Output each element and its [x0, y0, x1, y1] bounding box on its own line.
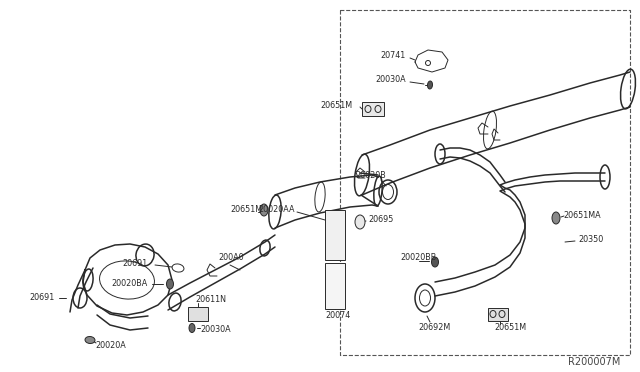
- Text: 20030A: 20030A: [375, 76, 406, 84]
- Ellipse shape: [85, 337, 95, 343]
- Text: 20692M: 20692M: [418, 324, 451, 333]
- Text: 20074: 20074: [325, 311, 350, 320]
- Text: 20691: 20691: [29, 294, 55, 302]
- Text: 20020B: 20020B: [355, 170, 386, 180]
- Text: 200A0: 200A0: [218, 253, 244, 263]
- Text: 20611N: 20611N: [195, 295, 226, 305]
- Text: R200007M: R200007M: [568, 357, 620, 367]
- Text: 20030A: 20030A: [200, 326, 230, 334]
- Bar: [325, 263, 345, 309]
- Ellipse shape: [189, 324, 195, 333]
- Text: 20350: 20350: [578, 235, 604, 244]
- Bar: [362, 102, 384, 116]
- Text: 20691: 20691: [123, 259, 148, 267]
- Text: 20020BB: 20020BB: [400, 253, 436, 263]
- Ellipse shape: [428, 81, 433, 89]
- Ellipse shape: [431, 257, 438, 267]
- Text: 20020A: 20020A: [95, 340, 125, 350]
- Ellipse shape: [166, 279, 173, 289]
- Text: 20020AA: 20020AA: [259, 205, 295, 215]
- Ellipse shape: [260, 204, 268, 216]
- Text: 20741: 20741: [380, 51, 405, 60]
- Text: 20695: 20695: [368, 215, 394, 224]
- Ellipse shape: [355, 215, 365, 229]
- Text: 20651M: 20651M: [320, 100, 352, 109]
- Bar: [488, 308, 508, 321]
- Bar: [325, 210, 345, 260]
- Ellipse shape: [552, 212, 560, 224]
- Polygon shape: [415, 50, 448, 72]
- Text: 20651M: 20651M: [494, 324, 526, 333]
- Bar: [188, 307, 208, 321]
- Text: 20651MA: 20651MA: [563, 211, 600, 219]
- Text: 20020BA: 20020BA: [112, 279, 148, 289]
- Polygon shape: [83, 244, 172, 315]
- Text: 20651M: 20651M: [230, 205, 262, 215]
